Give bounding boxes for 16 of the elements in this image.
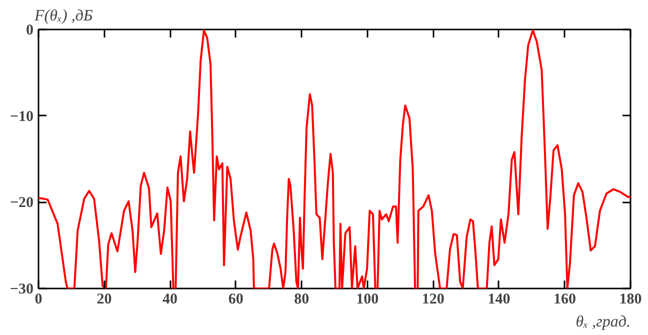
y-tick-label: −10	[10, 108, 34, 125]
x-tick-label: 80	[294, 292, 310, 308]
y-tick-label: 0	[26, 22, 34, 38]
x-tick-label: 20	[96, 292, 112, 308]
x-tick-label: 160	[553, 292, 576, 308]
x-tick-label: 100	[356, 292, 379, 308]
y-tick-label: −30	[10, 282, 34, 298]
line-series	[38, 30, 630, 288]
x-tick-label: 40	[162, 292, 178, 308]
x-tick-label: 180	[619, 292, 642, 308]
y-tick-label: −20	[10, 195, 34, 212]
y-axis-title: F(θₓ) ,дБ	[34, 8, 94, 24]
x-tick-label: 60	[228, 292, 244, 308]
x-tick-label: 140	[488, 292, 510, 308]
x-tick-label: 120	[422, 292, 444, 308]
x-axis-title: θₓ ,град.	[576, 314, 631, 330]
